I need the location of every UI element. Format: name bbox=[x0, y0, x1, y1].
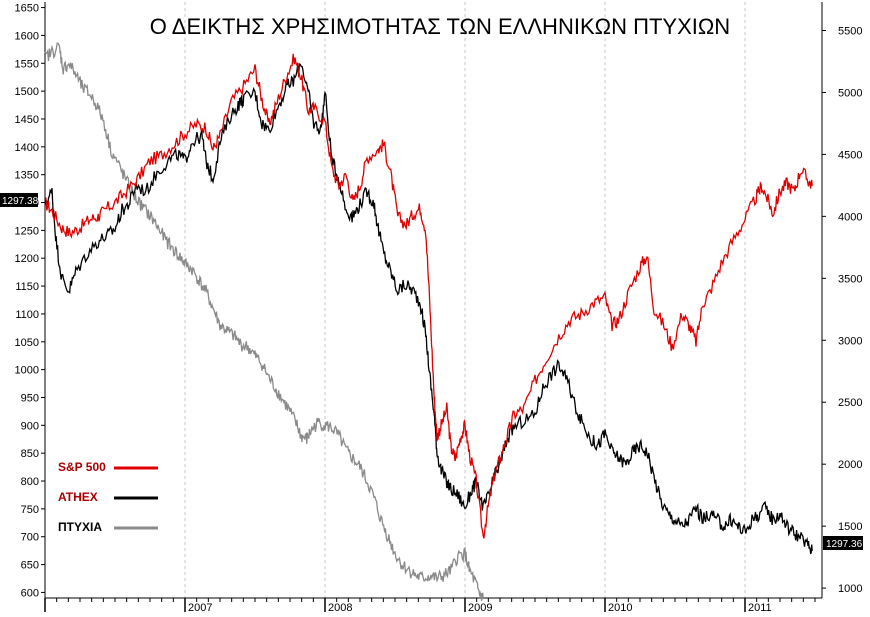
year-label: 2008 bbox=[328, 602, 352, 614]
right-tick-label: 1000 bbox=[838, 583, 862, 595]
left-tick-label: 1500 bbox=[15, 86, 39, 98]
left-axis: 600 650 700 750 800 850 900 950 1000 1050 1100 1150… bbox=[15, 2, 46, 599]
left-tick-label: 800 bbox=[21, 476, 39, 488]
left-tick-label: 750 bbox=[21, 504, 39, 516]
legend: S&P 500 ATHEX ΠΤΥΧΙΑ bbox=[58, 460, 158, 534]
left-price-tag: 1297.38 bbox=[0, 193, 39, 207]
left-tick-label: 1650 bbox=[15, 3, 39, 15]
series-line-ptyxia bbox=[44, 42, 484, 601]
right-tick-label: 2000 bbox=[838, 459, 862, 471]
right-tick-label: 4000 bbox=[838, 211, 862, 223]
left-tick-label: 1050 bbox=[15, 337, 39, 349]
right-axis: 1000 1500 2000 2500 3000 3500 4000 4500 5000 5500 bbox=[821, 2, 862, 598]
series-line-sp500 bbox=[44, 53, 813, 539]
right-tick-label: 5000 bbox=[838, 87, 862, 99]
left-price-tag-label: 1297.38 bbox=[2, 196, 39, 207]
right-tick-label: 3000 bbox=[838, 335, 862, 347]
left-tick-label: 1100 bbox=[15, 309, 39, 321]
legend-label: ATHEX bbox=[58, 490, 98, 504]
left-price-tag-box bbox=[0, 193, 38, 207]
legend-label: S&P 500 bbox=[58, 460, 106, 474]
bottom-axis: 2007 2008 2009 2010 2011 bbox=[44, 597, 822, 614]
left-tick-label: 1550 bbox=[15, 58, 39, 70]
right-tick-label: 2500 bbox=[838, 397, 862, 409]
right-tick-label: 4500 bbox=[838, 149, 862, 161]
chart-title: Ο ΔΕΙΚΤΗΣ ΧΡΗΣΙΜΟΤΗΤΑΣ ΤΩΝ ΕΛΛΗΝΙΚΩΝ ΠΤΥ… bbox=[150, 14, 730, 39]
year-label: 2010 bbox=[608, 602, 632, 614]
left-tick-label: 1250 bbox=[15, 225, 39, 237]
right-tick-label: 1500 bbox=[838, 521, 862, 533]
series-line-athex bbox=[44, 63, 813, 555]
left-tick-label: 950 bbox=[21, 392, 39, 404]
left-tick-label: 850 bbox=[21, 448, 39, 460]
series-layer bbox=[44, 42, 813, 601]
left-tick-label: 600 bbox=[21, 587, 39, 599]
year-label: 2011 bbox=[748, 602, 772, 614]
left-tick-label: 1450 bbox=[15, 114, 39, 126]
legend-label: ΠΤΥΧΙΑ bbox=[58, 520, 102, 534]
year-label: 2009 bbox=[468, 602, 492, 614]
year-label: 2007 bbox=[188, 602, 212, 614]
left-tick-label: 1400 bbox=[15, 142, 39, 154]
right-tick-label: 3500 bbox=[838, 273, 862, 285]
left-tick-label: 700 bbox=[21, 532, 39, 544]
left-tick-label: 1600 bbox=[15, 30, 39, 42]
left-tick-label: 1000 bbox=[15, 365, 39, 377]
right-price-tag: 1297.36 bbox=[823, 536, 863, 550]
right-price-tag-box bbox=[823, 536, 863, 550]
left-tick-label: 1350 bbox=[15, 170, 39, 182]
left-tick-label: 1200 bbox=[15, 253, 39, 265]
left-tick-label: 650 bbox=[21, 560, 39, 572]
right-price-tag-label: 1297.36 bbox=[826, 539, 863, 550]
right-tick-label: 5500 bbox=[838, 25, 862, 37]
left-tick-label: 900 bbox=[21, 420, 39, 432]
left-tick-label: 1150 bbox=[15, 281, 39, 293]
